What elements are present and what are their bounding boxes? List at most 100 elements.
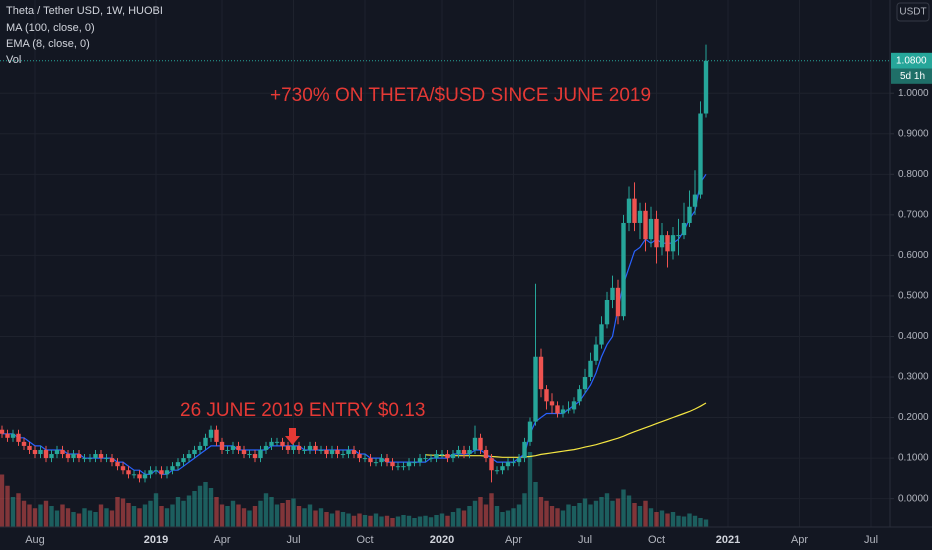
volume-bar <box>252 506 258 527</box>
candle-body <box>82 458 87 460</box>
volume-bar <box>571 506 577 527</box>
candle-body <box>5 433 10 438</box>
volume-bar <box>313 510 318 527</box>
volume-bar <box>159 506 164 527</box>
candle-body <box>555 405 560 414</box>
volume-bar <box>258 500 263 527</box>
volume-bar <box>395 516 401 527</box>
volume-bar <box>379 516 384 527</box>
candle-body <box>467 449 472 455</box>
candle-body <box>390 462 395 467</box>
volume-layer <box>0 452 709 527</box>
x-tick-label: Jul <box>578 534 592 546</box>
volume-bar <box>582 498 588 527</box>
candle-body <box>16 433 21 442</box>
candle-body <box>395 466 401 468</box>
candle-body <box>87 458 93 460</box>
volume-bar <box>450 512 456 527</box>
volume-bar <box>120 498 126 527</box>
volume-bar <box>307 504 313 527</box>
candle-body <box>401 466 406 468</box>
candle-body <box>93 454 98 459</box>
volume-bar <box>43 500 49 527</box>
volume-bar <box>291 498 296 527</box>
volume-bar <box>637 506 643 527</box>
volume-bar <box>263 493 269 527</box>
volume-bar <box>208 488 214 527</box>
volume-bar <box>505 510 511 527</box>
candle-body <box>236 445 241 450</box>
x-tick-label: Apr <box>213 534 230 546</box>
candle-body <box>681 222 687 236</box>
volume-bar <box>681 516 687 527</box>
candle-body <box>203 437 208 446</box>
volume-bar <box>676 515 681 527</box>
volume-bar <box>324 512 329 527</box>
volume-bar <box>692 515 698 527</box>
volume-bar <box>566 504 571 527</box>
candle-body <box>406 462 412 467</box>
currency-label: USDT <box>899 7 926 18</box>
volume-bar <box>153 493 159 527</box>
candle-body <box>104 458 109 460</box>
volume-bar <box>98 504 104 527</box>
y-tick-label: 0.0000 <box>898 493 929 504</box>
volume-bar <box>5 485 10 527</box>
candle-body <box>214 429 219 442</box>
volume-bar <box>544 500 549 527</box>
countdown-box <box>891 68 932 84</box>
volume-bar <box>164 508 170 527</box>
candle-body <box>412 462 417 464</box>
volume-bar <box>197 485 203 527</box>
volume-bar <box>175 497 181 527</box>
volume-bar <box>643 500 648 527</box>
volume-bar <box>302 508 307 527</box>
y-tick-label: 0.6000 <box>898 250 929 261</box>
y-tick-label: 0.3000 <box>898 372 929 383</box>
candle-body <box>500 466 505 471</box>
x-tick-label: 2019 <box>144 534 168 546</box>
candle-body <box>32 449 38 455</box>
currency-box <box>896 2 930 22</box>
volume-bar <box>654 512 659 527</box>
candle-body <box>208 429 214 438</box>
candle-body <box>142 474 148 479</box>
volume-bar <box>131 506 137 527</box>
volume-bar <box>219 504 225 527</box>
volume-bar <box>247 510 252 527</box>
volume-bar <box>285 500 291 527</box>
candle-body <box>175 462 181 467</box>
volume-bar <box>610 500 615 527</box>
candle-body <box>153 470 159 472</box>
candle-body <box>533 356 538 422</box>
candle-body <box>373 462 379 464</box>
candle-body <box>192 449 197 455</box>
candle-body <box>648 218 654 240</box>
candle-body <box>428 458 434 460</box>
candle-body <box>615 287 621 317</box>
volume-bar <box>280 503 285 527</box>
candle-body <box>417 458 423 463</box>
volume-bar <box>412 518 417 527</box>
candle-body <box>49 454 54 459</box>
candle-body <box>76 454 82 459</box>
volume-bar <box>604 493 610 527</box>
y-tick-label: 0.4000 <box>898 331 929 342</box>
candle-body <box>159 470 164 475</box>
volume-bar <box>274 504 280 527</box>
candle-body <box>538 356 544 390</box>
volume-bar <box>472 500 478 527</box>
volume-bar <box>423 515 428 527</box>
candle-body <box>269 441 274 446</box>
candle-body <box>230 445 236 450</box>
volume-bar <box>236 504 241 527</box>
candle-body <box>21 441 27 446</box>
candle-body <box>654 218 659 248</box>
volume-bar <box>0 474 5 527</box>
volume-bar <box>318 508 324 527</box>
candle-body <box>384 458 390 463</box>
volume-bar <box>148 500 153 527</box>
volume-bar <box>538 497 544 527</box>
volume-bar <box>588 504 593 527</box>
volume-bar <box>10 497 16 527</box>
